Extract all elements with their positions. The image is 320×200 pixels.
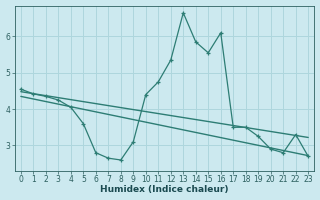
X-axis label: Humidex (Indice chaleur): Humidex (Indice chaleur) [100,185,229,194]
